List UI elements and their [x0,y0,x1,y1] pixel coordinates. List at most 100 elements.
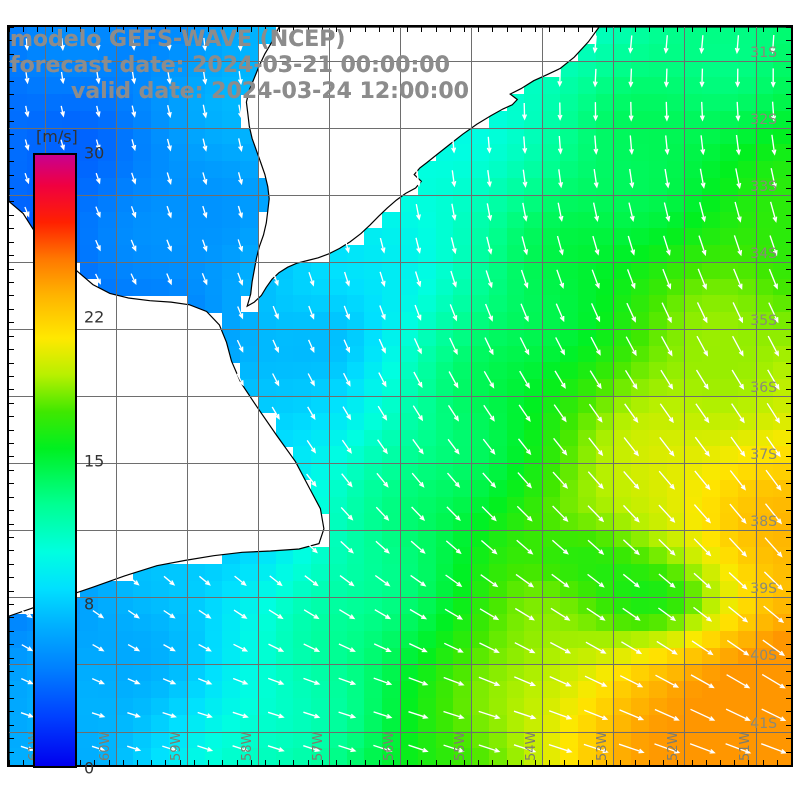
grid-cell [595,546,614,565]
grid-cell [293,328,312,347]
grid-cell [364,396,383,414]
grid-cell [364,681,383,699]
grid-cell [133,697,152,716]
grid-cell [240,697,259,716]
grid-cell [577,697,597,716]
grid-cell [613,664,632,682]
grid-cell [417,312,437,330]
grid-cell [702,546,721,565]
grid-cell [506,697,525,716]
tick-top [449,27,451,32]
lat-label: 37S [750,447,777,464]
grid-cell [151,748,170,765]
grid-cell [346,748,366,765]
grid-cell [631,77,650,95]
grid-cell [613,614,632,632]
grid-cell [364,429,383,447]
grid-cell [471,530,490,548]
grid-cell [9,194,28,213]
grid-cell [240,127,259,145]
map-plot-frame: 61W60W59W58W57W56W55W54W53W52W51W 31S32S… [7,25,793,767]
grid-cell [417,362,437,380]
grid-cell [151,194,170,213]
grid-cell [488,664,508,682]
grid-cell [257,731,277,749]
grid-cell [435,328,454,347]
tick-right [786,604,791,605]
grid-cell [400,328,419,347]
tick-right [786,429,791,431]
grid-cell [382,530,401,548]
grid-cell [222,211,241,229]
grid-cell [631,412,650,431]
lat-label: 35S [750,312,777,329]
grid-cell [702,211,721,229]
grid-cell [417,513,437,531]
grid-cell [346,345,366,364]
tick-left [9,443,14,444]
grid-cell [595,496,614,514]
grid-cell [755,295,774,313]
grid-cell [684,463,703,481]
grid-cell [506,530,525,548]
grid-cell [453,127,472,145]
lat-label: 32S [750,111,777,128]
grid-cell [382,245,401,263]
grid-cell [631,429,650,447]
grid-cell [168,161,188,179]
grid-cell [755,77,774,95]
grid-cell [524,194,543,213]
grid-cell [719,312,739,330]
tick-bottom [250,760,252,765]
grid-cell [542,312,561,330]
grid-cell [275,312,294,330]
grid-cell [453,194,472,213]
grid-cell [702,177,721,196]
grid-cell [559,580,579,598]
grid-cell [684,211,703,229]
grid-cell [595,295,614,313]
grid-cell [222,630,241,649]
grid-cell [240,245,259,263]
grid-cell [151,144,170,162]
grid-cell [186,177,206,196]
grid-cell [702,580,721,598]
grid-cell [204,177,223,196]
grid-cell [471,664,490,682]
grid-cell [737,60,757,78]
grid-cell [648,245,668,263]
tick-right [786,456,791,458]
grid-cell [400,446,419,464]
lon-label: 59W [168,731,184,761]
tick-bottom [449,760,451,765]
grid-cell [382,697,401,716]
grid-cell [293,362,312,380]
grid-cell [559,714,579,733]
grid-cell [506,563,525,582]
grid-cell [115,144,134,162]
grid-cell [719,396,739,414]
grid-cell [595,110,614,129]
grid-cell [684,412,703,431]
grid-cell [595,161,614,179]
tick-left [9,604,14,605]
grid-cell [684,60,703,78]
tick-bottom [350,760,352,765]
grid-cell [684,295,703,313]
grid-cell [204,295,223,313]
tick-top [634,27,636,32]
grid-cell [168,697,188,716]
grid-cell [719,228,739,246]
grid-cell [719,278,739,296]
grid-cell [400,597,419,615]
grid-cell [400,295,419,313]
grid-cell [168,177,188,196]
grid-cell [204,647,223,665]
tick-right [786,335,791,337]
tick-top [677,27,679,32]
grid-cell [471,228,490,246]
tick-left [9,188,14,189]
grid-cell [613,60,632,78]
grid-cell [400,580,419,598]
tick-right [786,671,791,673]
